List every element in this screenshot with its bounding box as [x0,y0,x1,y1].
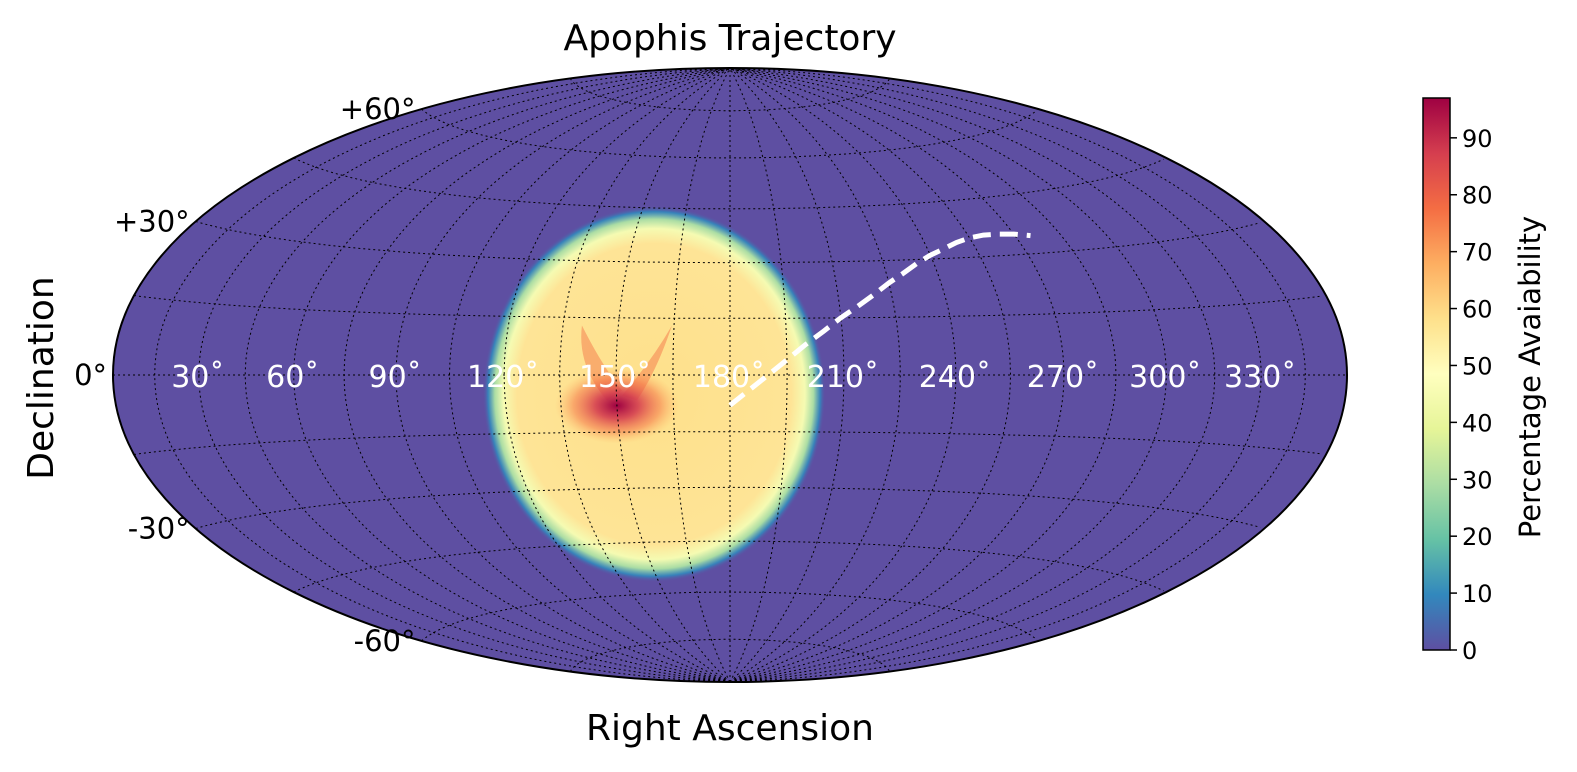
grid-line [729,68,845,682]
grid-line [729,68,1065,682]
x-axis-label: Right Ascension [586,708,874,749]
grid-line [729,68,1306,682]
grid-line [729,68,901,682]
colorbar-tick-label: 10 [1462,580,1493,608]
ra-tick-label: 300˚ [1129,360,1201,395]
sky-map: 30˚ 60˚ 90˚ 120˚ 150˚ 180˚ 210˚ 240˚ 270˚ 300˚ 330… [74,67,1348,683]
grid-line [729,68,1167,682]
y-axis-label: Declination [21,276,62,480]
chart-title: Apophis Trajectory [563,18,896,59]
grid-line [133,295,1322,319]
grid-line [729,68,957,682]
ra-tick-label: 30˚ [171,360,224,395]
grid-lines [113,68,1347,682]
ra-tick-label: 90˚ [368,360,421,395]
grid-line [293,540,1164,593]
grid-line [503,68,731,682]
trajectory-line [728,231,1031,408]
dec-tick-label: -30° [128,511,190,545]
colorbar: 0 10 20 30 40 50 60 70 80 90 Percentage Avaiabili… [1422,97,1547,665]
colorbar-gradient [1422,97,1451,651]
grid-line [569,78,890,112]
colorbar-label: Percentage Avaiability [1513,216,1547,538]
grid-line [133,431,1322,455]
colorbar-tick-label: 30 [1462,466,1493,494]
colorbar-tick-label: 40 [1462,409,1493,437]
grid-line [729,68,788,682]
colorbar-tick-label: 60 [1462,296,1493,324]
ra-tick-label: 270˚ [1027,360,1099,395]
grid-line [615,68,731,682]
ra-tick-label: 60˚ [266,360,319,395]
ra-tick-label: 330˚ [1224,360,1296,395]
sky-border [112,67,1348,683]
grid-line [343,68,731,682]
grid-line [672,68,731,682]
dec-tick-label: +60° [340,92,416,126]
grid-line [293,157,1164,210]
colorbar-tick-label: 90 [1462,125,1493,153]
ra-tick-label: 180˚ [693,360,765,395]
colorbar-tick-label: 70 [1462,239,1493,267]
dec-tick-label: +30° [114,205,190,239]
ra-tick-label: 120˚ [467,360,539,395]
ra-tick-label: 240˚ [919,360,991,395]
grid-line [559,68,731,682]
colorbar-tick-label: 50 [1462,352,1493,380]
dec-tick-label: -60° [354,624,416,658]
grid-line [293,68,731,682]
colorbar-tick-label: 0 [1462,637,1477,665]
grid-line [729,68,1117,682]
colorbar-tick-label: 20 [1462,523,1493,551]
colorbar-tick-label: 80 [1462,182,1493,210]
grid-line [395,68,731,682]
ra-tick-label: 210˚ [807,360,879,395]
ra-tick-label: 150˚ [579,360,651,395]
grid-line [154,68,731,682]
grid-line [569,638,890,672]
dec-tick-label: 0° [74,358,107,392]
